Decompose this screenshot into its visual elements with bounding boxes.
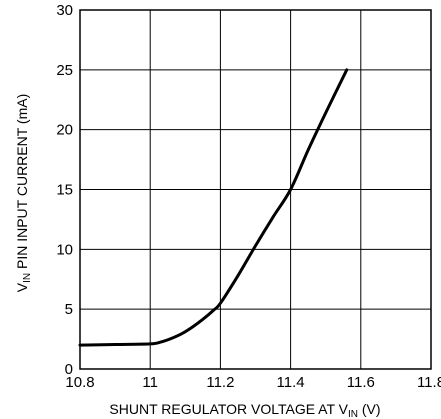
y-axis-label-suffix: PIN INPUT CURRENT (mA)	[14, 94, 30, 273]
series-line	[78, 68, 349, 347]
x-axis-label: SHUNT REGULATOR VOLTAGE AT VIN (V)	[109, 401, 380, 419]
x-tick-label: 11.8	[417, 374, 441, 391]
y-tick-label: 25	[56, 62, 73, 79]
y-tick-label: 30	[56, 2, 73, 19]
y-tick-label: 0	[65, 361, 73, 378]
grid-lines	[80, 10, 431, 369]
y-axis-label-prefix: V	[14, 282, 30, 292]
x-axis-label-prefix: SHUNT REGULATOR VOLTAGE AT V	[109, 401, 348, 417]
y-tick-label: 20	[56, 122, 73, 139]
x-axis-ticks: 10.8 11 11.2 11.4 11.6 11.8	[65, 374, 441, 391]
x-axis-label-suffix: (V)	[358, 401, 381, 417]
x-tick-label: 10.8	[65, 374, 94, 391]
x-tick-label: 11	[142, 374, 158, 391]
y-tick-label: 15	[56, 182, 73, 199]
x-tick-label: 11.2	[206, 374, 234, 391]
y-axis-ticks: 0 5 10 15 20 25 30	[56, 2, 73, 378]
y-axis-label-subscript: IN	[22, 273, 33, 283]
x-tick-label: 11.6	[347, 374, 375, 391]
y-tick-label: 10	[56, 241, 73, 258]
y-tick-label: 5	[65, 301, 73, 318]
x-tick-label: 11.4	[277, 374, 305, 391]
plot-frame	[79, 9, 432, 370]
x-axis-label-subscript: IN	[348, 409, 358, 419]
y-axis-label: VIN PIN INPUT CURRENT (mA)	[14, 94, 33, 293]
